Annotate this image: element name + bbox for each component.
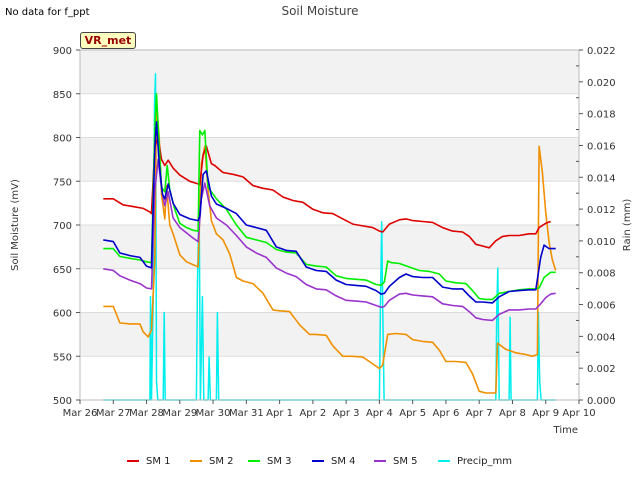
- y-axis-right: 0.000 0.002 0.004 0.006 0.008 0.010 0.012 0.014…: [576, 46, 616, 407]
- y2-tick-label: 0.014: [587, 173, 616, 184]
- x-tick-label: Mar 26: [63, 408, 98, 419]
- y2-tick-label: 0.000: [587, 396, 616, 407]
- y-tick-label: 550: [53, 352, 72, 363]
- x-tick-label: Apr 8: [499, 408, 526, 419]
- x-tick-label: Mar 31: [229, 408, 264, 419]
- y2-tick-label: 0.008: [587, 269, 616, 280]
- x-tick-label: Apr 9: [532, 408, 559, 419]
- legend-label: SM 1: [146, 456, 171, 467]
- y2-tick-label: 0.010: [587, 237, 616, 248]
- y2-tick-label: 0.002: [587, 364, 616, 375]
- y-tick-label: 650: [53, 265, 72, 276]
- legend-label: Precip_mm: [457, 456, 512, 467]
- no-data-note: No data for f_ppt: [5, 7, 90, 18]
- series-layer: [103, 73, 557, 401]
- y-tick-label: 500: [53, 396, 72, 407]
- y-tick-label: 700: [53, 221, 72, 232]
- plot-band: [80, 50, 579, 94]
- plot-band: [80, 225, 579, 269]
- legend-label: SM 3: [267, 456, 292, 467]
- x-tick-label: Apr 6: [433, 408, 460, 419]
- chart-title: Soil Moisture: [281, 4, 358, 18]
- plot-band: [80, 312, 579, 357]
- y-tick-label: 600: [53, 309, 72, 320]
- series-sm-2: [103, 101, 557, 394]
- plot-band: [80, 268, 579, 313]
- y2-tick-label: 0.022: [587, 46, 616, 57]
- x-tick-label: Apr 2: [299, 408, 326, 419]
- series-sm-1: [103, 136, 551, 249]
- legend: SM 1 SM 2 SM 3 SM 4 SM 5 Precip_mm: [127, 456, 512, 467]
- y-axis-label: Soil Moisture (mV): [10, 179, 21, 271]
- y-tick-label: 800: [53, 134, 72, 145]
- y2-tick-label: 0.004: [587, 332, 616, 343]
- plot-band: [80, 356, 579, 400]
- y2-tick-label: 0.016: [587, 141, 616, 152]
- x-tick-label: Apr 5: [399, 408, 426, 419]
- x-tick-label: Apr 10: [562, 408, 595, 419]
- x-tick-label: Apr 7: [466, 408, 493, 419]
- y2-axis-label: Rain (mm): [622, 199, 633, 252]
- station-badge: VR_met: [80, 32, 136, 49]
- y2-tick-label: 0.012: [587, 205, 616, 216]
- x-tick-label: Mar 30: [196, 408, 231, 419]
- y-axis-left: 500 550 600 650 700 750 800 850 900: [53, 46, 80, 407]
- x-tick-label: Apr 3: [333, 408, 360, 419]
- legend-label: SM 5: [393, 456, 418, 467]
- x-tick-label: Apr 4: [366, 408, 393, 419]
- y2-tick-label: 0.018: [587, 110, 616, 121]
- x-tick-label: Apr 1: [266, 408, 293, 419]
- x-tick-label: Mar 27: [96, 408, 131, 419]
- y-tick-label: 850: [53, 90, 72, 101]
- x-tick-label: Mar 28: [129, 408, 164, 419]
- y2-tick-label: 0.006: [587, 301, 616, 312]
- plot-band: [80, 137, 579, 182]
- y-tick-label: 750: [53, 177, 72, 188]
- x-axis-label: Time: [553, 425, 578, 436]
- y-tick-label: 900: [53, 46, 72, 57]
- y2-tick-label: 0.020: [587, 78, 616, 89]
- series-sm-4: [103, 121, 556, 304]
- legend-label: SM 4: [331, 456, 356, 467]
- legend-label: SM 2: [209, 456, 234, 467]
- plot-band: [80, 93, 579, 138]
- x-tick-label: Mar 29: [162, 408, 197, 419]
- series-sm-5: [103, 158, 556, 322]
